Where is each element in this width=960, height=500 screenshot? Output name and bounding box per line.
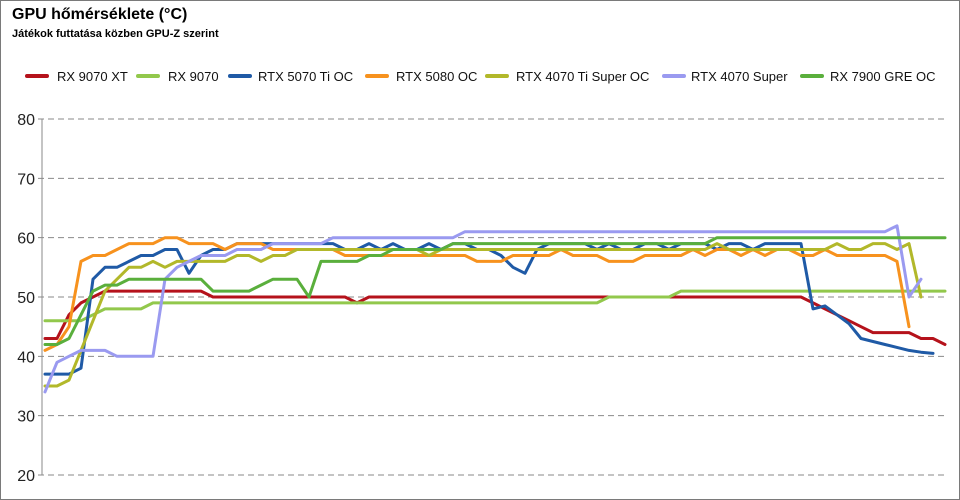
y-tick-label: 80 [17,112,35,129]
y-tick-labels: 20 30 40 50 60 70 80 [17,112,35,485]
y-tick-label: 40 [17,349,35,366]
legend-item-rx-7900-gre-oc: RX 7900 GRE OC [800,69,936,84]
series-line-rtx-5080-oc [43,236,911,352]
plot-lines [43,224,947,394]
legend-item-rtx-4070-super: RTX 4070 Super [662,69,788,84]
series-line-rx-7900-gre-oc [43,236,947,346]
legend-item-rtx-4070-ti-super-oc: RTX 4070 Ti Super OC [485,69,649,84]
y-tick-label: 30 [17,409,35,426]
legend-label: RX 7900 GRE OC [830,69,936,84]
legend-item-rtx-5080-oc: RTX 5080 OC [365,69,477,84]
chart-title: GPU hőmérséklete (°C) [12,6,187,23]
legend: RX 9070 XT RX 9070 RTX 5070 Ti OC RTX 5080 … [25,69,936,84]
legend-label: RTX 4070 Super [691,69,788,84]
series-line-rx-9070-xt [43,289,947,346]
y-tick-label: 70 [17,171,35,188]
y-tick-label: 50 [17,290,35,307]
chart-subtitle: Játékok futtatása közben GPU-Z szerint [12,28,219,40]
legend-item-rtx-5070-ti-oc: RTX 5070 Ti OC [228,69,353,84]
legend-label: RX 9070 XT [57,69,128,84]
legend-label: RTX 4070 Ti Super OC [516,69,649,84]
legend-label: RTX 5080 OC [396,69,477,84]
y-tick-label: 20 [17,468,35,485]
y-tick-label: 60 [17,231,35,248]
series-line-rtx-4070-super [43,224,923,394]
series-line-rx-9070 [43,289,947,323]
legend-item-rx-9070: RX 9070 [136,69,219,84]
legend-item-rx-9070-xt: RX 9070 XT [25,69,128,84]
legend-label: RX 9070 [168,69,219,84]
legend-label: RTX 5070 Ti OC [258,69,353,84]
